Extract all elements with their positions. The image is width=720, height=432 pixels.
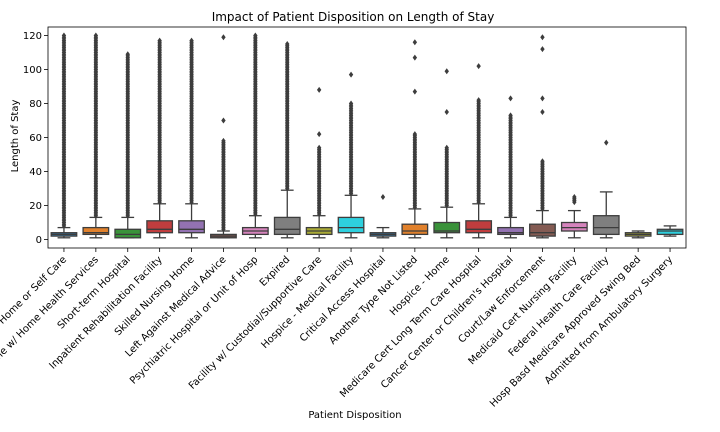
outlier-point xyxy=(348,71,354,78)
y-tick-label: 80 xyxy=(29,99,42,110)
outlier-point xyxy=(380,194,386,200)
box-body xyxy=(433,221,461,234)
box-body xyxy=(497,226,524,236)
chart-title: Impact of Patient Disposition on Length … xyxy=(212,10,495,24)
outlier-point xyxy=(540,109,545,115)
y-tick-label: 0 xyxy=(36,235,42,246)
x-tick-label: Inpatient Rehabilitation Facility xyxy=(47,254,164,371)
box-body xyxy=(465,220,493,234)
outlier-point xyxy=(253,32,258,39)
outlier-point xyxy=(572,194,577,200)
outlier-point xyxy=(157,37,162,44)
outlier-point xyxy=(444,109,449,115)
box-body xyxy=(178,220,205,234)
box-body xyxy=(656,228,684,236)
outlier-point xyxy=(508,95,513,102)
outlier-point xyxy=(316,86,322,93)
outlier-point xyxy=(540,34,545,41)
outlier-point xyxy=(221,34,226,41)
box-body xyxy=(114,228,142,239)
outlier-point xyxy=(221,117,226,124)
outlier-point xyxy=(189,37,194,44)
outlier-point xyxy=(348,100,354,107)
outlier-point xyxy=(540,158,545,165)
box-body xyxy=(529,223,556,237)
box-body xyxy=(592,215,620,236)
outlier-point xyxy=(476,97,481,104)
y-tick-label: 40 xyxy=(29,167,42,178)
plot-frame xyxy=(47,26,687,249)
outlier-point xyxy=(61,32,67,39)
outlier-point xyxy=(285,41,290,47)
outlier-point xyxy=(412,131,418,138)
outlier-point xyxy=(412,88,418,95)
y-tick-label: 120 xyxy=(23,31,42,42)
y-axis-label: Length of Stay xyxy=(10,100,21,173)
outlier-point xyxy=(316,144,322,151)
box-body xyxy=(337,216,365,234)
outlier-point xyxy=(444,144,449,151)
outlier-point xyxy=(316,131,322,138)
box-body xyxy=(82,226,110,236)
x-tick-label: Hosp Basd Medicare Approved Swing Bed xyxy=(488,254,643,409)
outlier-point xyxy=(221,137,226,144)
outlier-point xyxy=(412,54,418,61)
outlier-point xyxy=(412,39,418,46)
box-body xyxy=(273,216,301,236)
outlier-point xyxy=(540,46,545,53)
outlier-point xyxy=(444,68,449,75)
outlier-point xyxy=(604,139,609,146)
y-tick-label: 20 xyxy=(29,201,42,212)
x-axis-label: Patient Disposition xyxy=(308,410,401,421)
box-body xyxy=(146,220,174,234)
outlier-point xyxy=(125,51,130,58)
y-tick-label: 60 xyxy=(29,133,42,144)
x-tick-label: Hospice - Home xyxy=(388,254,452,318)
y-tick-label: 100 xyxy=(23,65,42,76)
outlier-point xyxy=(93,32,99,39)
box-body xyxy=(401,223,429,236)
outlier-point xyxy=(540,95,545,102)
box-body xyxy=(560,221,588,232)
outlier-point xyxy=(508,112,513,119)
outlier-point xyxy=(476,63,481,70)
